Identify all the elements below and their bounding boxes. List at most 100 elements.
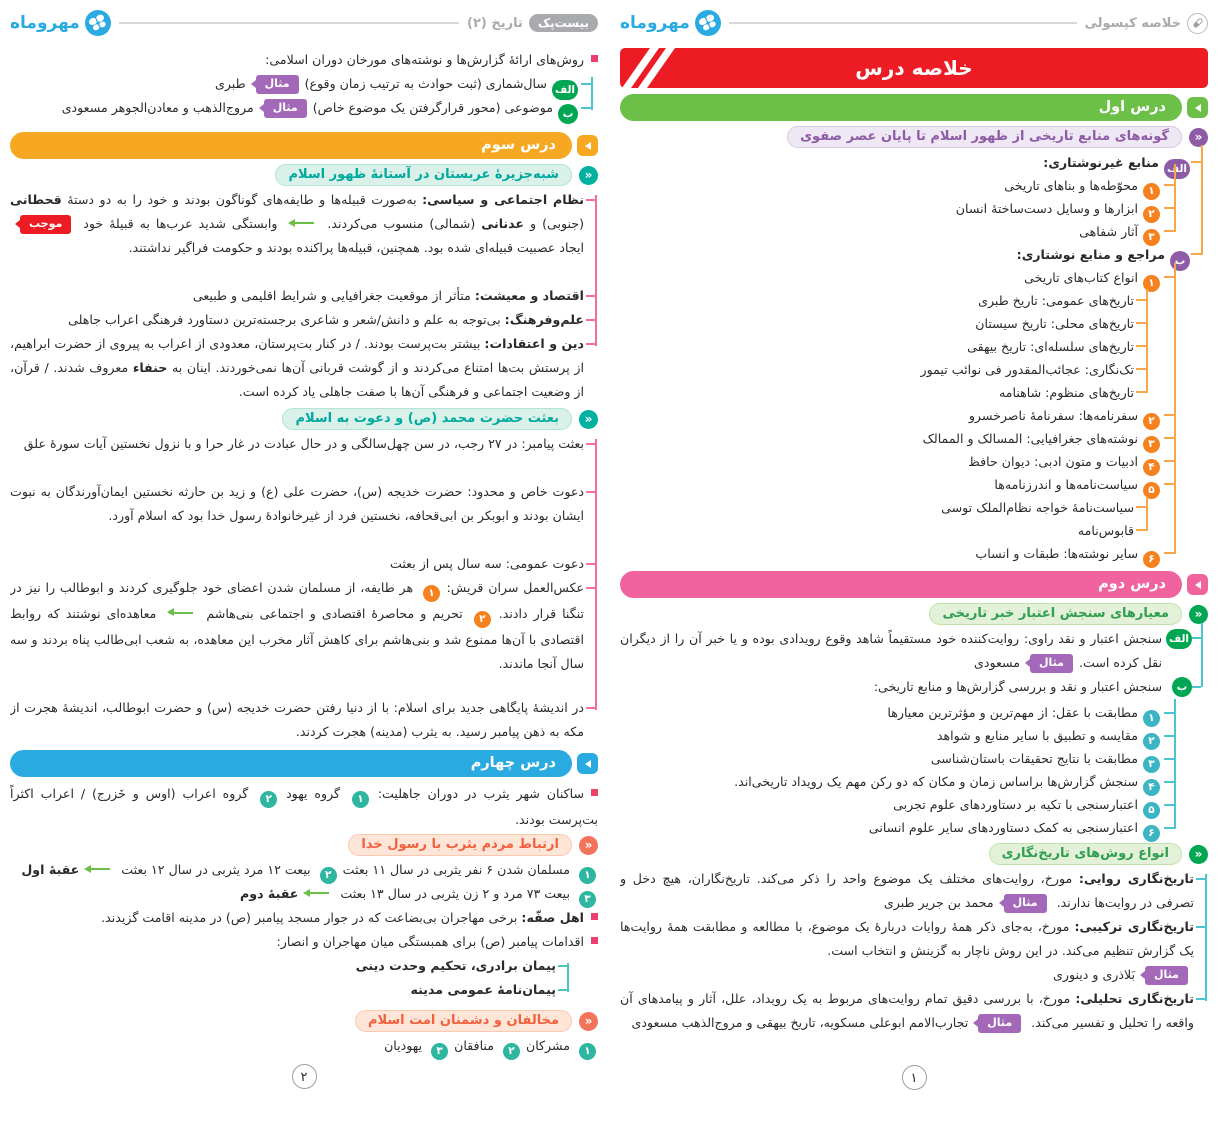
connector-line [1164,207,1174,209]
item-text: برخی مهاجران بی‌بضاعت که در جوار مسجد پی… [101,910,522,925]
connector-line [1146,496,1148,531]
list-item: قابوس‌نامه [620,519,1208,542]
header-divider [728,22,1077,24]
num-badge: ۱ [1143,709,1160,727]
arabia-block: نظام اجتماعی و سیاسی: به‌صورت قبیله‌ها و… [10,188,598,404]
alef-badge: الف [551,80,578,101]
social-system-item: نظام اجتماعی و سیاسی: به‌صورت قبیله‌ها و… [10,188,598,284]
item-text: مطابقت با عقل: از مهم‌ترین و مؤثرترین مع… [887,705,1138,720]
connector-line [1196,878,1205,880]
double-chevron-icon: « [579,835,598,855]
brand-logo: مهروماه [10,10,111,36]
item-text: اعتبارسنجی به کمک دستاوردهای سایر علوم ا… [868,820,1138,835]
topic-badge: « معیارهای سنجش اعتبار خبر تاریخی [620,603,1208,625]
num-badge: ۳ [1143,755,1160,773]
connector-line [1146,289,1148,393]
num-badge: ۲ [1143,205,1160,223]
connector-line [581,83,591,85]
connector-line [1205,874,1207,1001]
series-badge: بیست‌پک [528,14,598,32]
list-item: سیاست‌نامهٔ خواجه نظام‌الملک توسی [620,496,1208,519]
topic-badge: « بعثت حضرت محمد (ص) و دعوت به اسلام [10,408,598,430]
list-item: تک‌نگاری: عجائب‌المقدور فی نوائب تیمور [620,358,1208,381]
list-item: ۶ سایر نوشته‌ها: طبقات و انساب [620,542,1208,568]
topic-title: بعثت حضرت محمد (ص) و دعوت به اسلام [282,408,572,430]
list-item: تاریخ‌های محلی: تاریخ سیستان [620,312,1208,335]
connector-line [1192,686,1201,688]
topic-title: انواع روش‌های تاریخ‌نگاری [988,843,1182,865]
header-label-group: خلاصه کپسولی [1085,12,1208,34]
item-text: پیمان‌نامهٔ عمومی مدینه [410,982,556,997]
example-tag: مثال [978,1013,1022,1033]
num-badge: ۲ [1143,732,1160,750]
list-item: ۵ سیاست‌نامه‌ها و اندرزنامه‌ها [620,473,1208,499]
pledge-result: عقبهٔ اول [21,862,80,877]
num-badge: ۱ [1143,182,1160,200]
item-text: تاریخ‌های عمومی: تاریخ طبری [978,293,1134,308]
be-badge: ب [558,104,578,125]
page-number: ۲ [291,1064,317,1089]
connector-line [1201,145,1203,255]
num-badge: ۱ [351,790,369,808]
num-badge: ۶ [1143,824,1160,842]
connector-line [1164,827,1174,829]
method-title: تاریخ‌نگاری ترکیبی: [1074,919,1194,934]
lesson4-title: درس چهارم [10,750,572,777]
connector-line [1136,345,1146,347]
item-text: ادبیات و متون ادبی: دیوان حافظ [968,454,1138,469]
right-page-header: خلاصه کپسولی مهروماه [620,8,1208,38]
topic-title: معیارهای سنجش اعتبار خبر تاریخی [929,603,1182,625]
item-text: معروف شدند. / قرآن، از وضعیت اجتماعی و ف… [10,360,584,399]
arrow-left-icon [167,608,194,617]
bullet-square-icon [591,55,598,62]
list-item: پیمان‌نامهٔ عمومی مدینه [10,978,570,1002]
page-left: بیست‌پک تاریخ (۲) مهروماه روش‌ [10,0,598,1126]
connector-line [1196,926,1205,928]
item-text: بیعت ۱۲ مرد یثربی در سال ۱۲ بعثت [117,862,315,877]
prophet-actions-list: پیمان برادری، تحکیم وحدت دینی پیمان‌نامه… [10,954,570,1002]
list-item: ۵ اعتبارسنجی با تکیه بر دستاوردهای علوم ت… [620,793,1208,819]
connector-line [586,295,595,297]
connector-line [595,195,597,346]
page-right: خلاصه کپسولی مهروماه خلاصه درس [620,0,1208,1126]
method-text: مورخ، به‌جای ذکر همهٔ روایات دربارهٔ یک … [620,919,1194,958]
connector-line [1191,253,1201,255]
item-text: (شمالی) منسوب می‌کردند. [321,216,482,231]
lesson3-banner: درس سوم [10,132,598,159]
item-text: ساکنان شهر یثرب در دوران جاهلیت: [370,786,585,801]
list-item: ۴ سنجش گزارش‌ها براساس زمان و مکان که دو … [620,770,1208,796]
bold-term: علم‌وفرهنگ: [504,312,584,327]
double-chevron-icon: « [1189,127,1208,147]
double-chevron-icon: « [1189,844,1208,864]
connector-line [1164,414,1174,416]
page-number: ۱ [901,1065,927,1090]
bold-term: اهل صفّه: [521,910,584,925]
header-label-group: بیست‌پک تاریخ (۲) [467,14,598,32]
economy-item: اقتصاد و معیشت: متأثر از موقعیت جغرافیای… [10,284,598,308]
item-text: مشرکان [521,1038,574,1053]
item-text: تک‌نگاری: عجائب‌المقدور فی نوائب تیمور [920,362,1134,377]
enemies-line: ۱ مشرکان ۲ منافقان ۳ یهودیان [10,1034,598,1060]
connector-line [1164,184,1174,186]
item-text: سایر نوشته‌ها: طبقات و انساب [975,546,1138,561]
num-badge: ۳ [431,1042,449,1060]
bold-term: عدنانی [481,216,525,231]
example-text: محمد بن جریر طبری [883,895,994,910]
double-chevron-icon: « [579,1011,598,1031]
connector-line [1196,998,1205,1000]
example-text: مروج‌الذهب و معادن‌الجوهر مسعودی [61,100,254,115]
item-text: وابستگی شدید عرب‌ها به قبیلهٔ خود [77,216,284,231]
method-title: تاریخ‌نگاری تحلیلی: [1075,991,1194,1006]
method-text: مورخ، روایت‌های مختلف یک موضوع واحد را ذ… [620,871,1194,910]
list-item: ۲ مقایسه و تطبیق با سایر منابع و شواهد [620,724,1208,750]
lesson3-title: درس سوم [10,132,572,159]
item-text: مقایسه و تطبیق با سایر منابع و شواهد [936,728,1138,743]
num-badge: ۳ [1143,435,1160,453]
connector-line [591,77,593,110]
connector-line [586,343,595,345]
item-text: متأثر از موقعیت جغرافیایی و شرایط اقلیمی… [192,288,475,303]
example-tag: مثال [1003,893,1047,913]
item-text: بی‌توجه به علم و دانش/شعر و شاعری برجسته… [68,312,505,327]
play-left-icon [1187,574,1208,595]
